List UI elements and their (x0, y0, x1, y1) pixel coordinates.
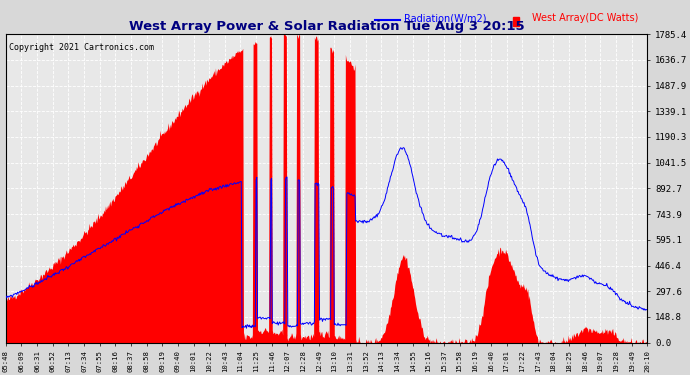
Polygon shape (513, 17, 519, 26)
Text: Copyright 2021 Cartronics.com: Copyright 2021 Cartronics.com (9, 44, 154, 52)
Title: West Array Power & Solar Radiation Tue Aug 3 20:15: West Array Power & Solar Radiation Tue A… (129, 20, 524, 33)
Text: West Array(DC Watts): West Array(DC Watts) (532, 13, 638, 23)
Text: Radiation(W/m2): Radiation(W/m2) (404, 13, 486, 23)
